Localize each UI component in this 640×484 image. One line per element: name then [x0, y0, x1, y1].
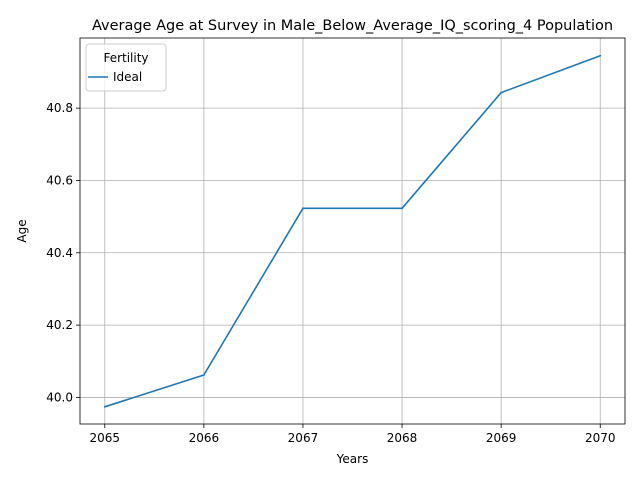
x-tick-label: 2068 [387, 431, 418, 445]
legend: Fertility Ideal [85, 43, 167, 92]
y-axis: 40.0 40.2 40.4 40.6 40.8 [46, 101, 80, 404]
x-axis-label: Years [336, 452, 369, 466]
series-line-ideal [104, 54, 601, 408]
x-tick-label: 2069 [486, 431, 517, 445]
x-tick-label: 2065 [89, 431, 120, 445]
x-tick-label: 2066 [189, 431, 220, 445]
data-point [401, 207, 403, 210]
y-tick-label: 40.6 [46, 173, 73, 187]
x-tick-label: 2070 [585, 431, 616, 445]
y-axis-label: Age [15, 219, 29, 242]
legend-label-ideal: Ideal [113, 70, 142, 84]
legend-box [85, 43, 167, 92]
y-tick-label: 40.0 [46, 390, 73, 404]
y-tick-label: 40.2 [46, 318, 73, 332]
data-point [202, 374, 205, 376]
data-point [599, 54, 602, 57]
legend-title: Fertility [103, 51, 148, 65]
grid-lines [80, 38, 625, 424]
data-point [500, 91, 503, 94]
chart-title: Average Age at Survey in Male_Below_Aver… [92, 18, 613, 34]
data-point [103, 405, 106, 408]
y-tick-label: 40.4 [46, 246, 73, 260]
plot-area-frame [79, 37, 626, 425]
data-point [302, 207, 304, 210]
y-tick-label: 40.8 [46, 101, 73, 115]
series-layer [103, 54, 602, 408]
x-tick-label: 2067 [288, 431, 319, 445]
x-axis: 2065 2066 2067 2068 2069 2070 [89, 424, 616, 445]
